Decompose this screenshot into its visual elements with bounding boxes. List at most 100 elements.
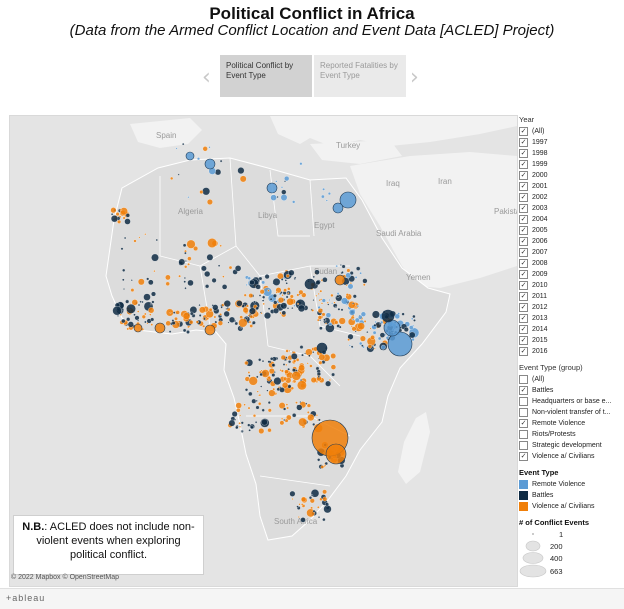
year-option[interactable]: ✓ 2001 <box>519 181 623 192</box>
event-group-option[interactable]: ✓ Remote Violence <box>519 418 623 429</box>
conflict-event-marker <box>290 353 298 360</box>
year-option[interactable]: ✓ 2008 <box>519 258 623 269</box>
conflict-event-marker <box>208 146 211 149</box>
checkbox[interactable]: ✓ <box>519 215 528 224</box>
year-option[interactable]: ✓ 1999 <box>519 159 623 170</box>
checkbox[interactable]: ✓ <box>519 149 528 158</box>
checkbox[interactable] <box>519 408 528 417</box>
checkbox[interactable]: ✓ <box>519 270 528 279</box>
chevron-right-icon[interactable]: › <box>410 65 419 90</box>
year-option[interactable]: ✓ 2009 <box>519 269 623 280</box>
label-algeria: Algeria <box>178 207 203 216</box>
checkbox[interactable]: ✓ <box>519 160 528 169</box>
story-point-reported-fatalities[interactable]: Reported Fatalities by Event Type <box>314 55 406 97</box>
year-option[interactable]: ✓ 2011 <box>519 291 623 302</box>
event-group-option[interactable]: Non-violent transfer of t... <box>519 407 623 418</box>
conflict-event-marker <box>328 299 331 301</box>
checkbox[interactable] <box>519 430 528 439</box>
year-option[interactable]: ✓ 2010 <box>519 280 623 291</box>
checkbox[interactable] <box>519 397 528 406</box>
year-option[interactable]: ✓ 2014 <box>519 324 623 335</box>
conflict-event-marker <box>267 428 272 433</box>
event-group-option[interactable]: Headquarters or base e... <box>519 396 623 407</box>
conflict-event-marker <box>222 275 225 278</box>
event-group-option[interactable]: Strategic development <box>519 440 623 451</box>
conflict-event-marker <box>347 338 350 342</box>
checkbox[interactable]: ✓ <box>519 182 528 191</box>
year-option[interactable]: ✓ 1998 <box>519 148 623 159</box>
checkbox[interactable]: ✓ <box>519 325 528 334</box>
year-option[interactable]: ✓ 2006 <box>519 236 623 247</box>
checkbox[interactable]: ✓ <box>519 292 528 301</box>
checkbox[interactable] <box>519 441 528 450</box>
checkbox[interactable]: ✓ <box>519 204 528 213</box>
event-group-option[interactable]: ✓ Violence a/ Civilians <box>519 451 623 462</box>
year-option[interactable]: ✓ 2004 <box>519 214 623 225</box>
checkbox[interactable]: ✓ <box>519 138 528 147</box>
conflict-event-marker <box>284 279 287 282</box>
conflict-event-marker <box>273 371 276 374</box>
conflict-event-marker <box>234 265 242 272</box>
conflict-event-marker <box>380 320 384 324</box>
year-option[interactable]: ✓ 2000 <box>519 170 623 181</box>
event-type-legend-item[interactable]: Violence a/ Civilians <box>519 501 623 512</box>
checkbox[interactable]: ✓ <box>519 386 528 395</box>
conflict-event-marker <box>267 289 270 292</box>
checkbox[interactable]: ✓ <box>519 193 528 202</box>
event-group-option[interactable]: Riots/Protests <box>519 429 623 440</box>
event-group-option[interactable]: (All) <box>519 374 623 385</box>
conflict-event-marker <box>334 305 338 309</box>
year-option[interactable]: ✓ 2012 <box>519 302 623 313</box>
tableau-logo[interactable]: +ableau <box>6 593 46 603</box>
size-label-1: 1 <box>559 530 563 539</box>
year-option[interactable]: ✓ 2007 <box>519 247 623 258</box>
checkbox[interactable]: ✓ <box>519 281 528 290</box>
conflict-event-marker <box>227 321 230 324</box>
year-option[interactable]: ✓ 1997 <box>519 137 623 148</box>
conflict-event-marker <box>143 293 151 301</box>
year-option-label: 2015 <box>532 337 548 344</box>
conflict-event-marker <box>292 380 295 383</box>
story-point-political-conflict[interactable]: Political Conflict by Event Type <box>220 55 312 97</box>
conflict-event-marker <box>345 272 351 279</box>
year-option[interactable]: ✓ 2002 <box>519 192 623 203</box>
checkbox[interactable]: ✓ <box>519 347 528 356</box>
checkbox[interactable]: ✓ <box>519 248 528 257</box>
conflict-event-marker <box>280 302 288 310</box>
conflict-event-marker <box>220 306 223 309</box>
year-option[interactable]: ✓ (All) <box>519 126 623 137</box>
checkbox[interactable]: ✓ <box>519 127 528 136</box>
year-option[interactable]: ✓ 2005 <box>519 225 623 236</box>
chevron-left-icon[interactable]: ‹ <box>202 65 211 90</box>
event-group-option[interactable]: ✓ Battles <box>519 385 623 396</box>
checkbox[interactable]: ✓ <box>519 303 528 312</box>
year-option[interactable]: ✓ 2015 <box>519 335 623 346</box>
conflict-event-marker <box>248 429 251 432</box>
checkbox[interactable]: ✓ <box>519 452 528 461</box>
checkbox[interactable]: ✓ <box>519 314 528 323</box>
conflict-event-marker <box>372 330 377 335</box>
africa-conflict-map[interactable]: Spain Turkey Iraq Iran Algeria Libya Egy… <box>9 115 518 587</box>
conflict-event-marker <box>144 312 147 316</box>
label-saudi-arabia: Saudi Arabia <box>376 229 422 238</box>
checkbox[interactable] <box>519 375 528 384</box>
event-type-legend-item[interactable]: Battles <box>519 490 623 501</box>
year-option[interactable]: ✓ 2013 <box>519 313 623 324</box>
conflict-event-marker <box>374 320 377 324</box>
event-type-legend-item[interactable]: Remote Violence <box>519 479 623 490</box>
conflict-event-marker <box>279 420 285 426</box>
year-option[interactable]: ✓ 2016 <box>519 346 623 357</box>
conflict-event-markers[interactable] <box>110 142 420 523</box>
checkbox[interactable]: ✓ <box>519 419 528 428</box>
conflict-event-marker <box>335 264 338 268</box>
checkbox[interactable]: ✓ <box>519 336 528 345</box>
year-option[interactable]: ✓ 2003 <box>519 203 623 214</box>
checkbox[interactable]: ✓ <box>519 226 528 235</box>
checkbox[interactable]: ✓ <box>519 171 528 180</box>
checkbox[interactable]: ✓ <box>519 259 528 268</box>
conflict-event-marker <box>306 362 309 365</box>
conflict-event-marker <box>280 194 288 201</box>
conflict-event-marker <box>217 264 221 267</box>
conflict-event-marker <box>288 349 291 352</box>
checkbox[interactable]: ✓ <box>519 237 528 246</box>
